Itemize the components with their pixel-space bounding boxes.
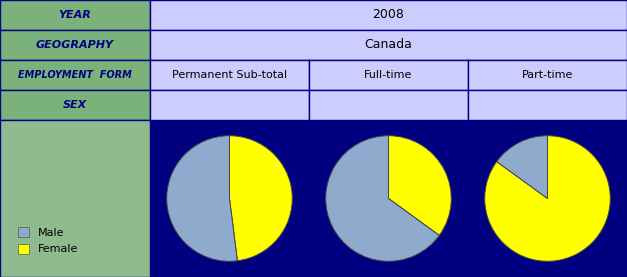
Wedge shape <box>229 136 292 261</box>
Legend: Male, Female: Male, Female <box>13 223 82 259</box>
Text: 2008: 2008 <box>372 9 404 22</box>
Wedge shape <box>325 136 440 261</box>
Text: SEX: SEX <box>63 100 87 110</box>
Wedge shape <box>167 136 238 261</box>
Text: GEOGRAPHY: GEOGRAPHY <box>36 40 114 50</box>
Text: Part-time: Part-time <box>522 70 573 80</box>
Text: Canada: Canada <box>364 39 413 52</box>
Wedge shape <box>497 136 547 199</box>
Wedge shape <box>389 136 451 235</box>
Text: Permanent Sub-total: Permanent Sub-total <box>172 70 287 80</box>
Text: EMPLOYMENT  FORM: EMPLOYMENT FORM <box>18 70 132 80</box>
Text: YEAR: YEAR <box>58 10 92 20</box>
Wedge shape <box>485 136 610 261</box>
Text: Full-time: Full-time <box>364 70 413 80</box>
